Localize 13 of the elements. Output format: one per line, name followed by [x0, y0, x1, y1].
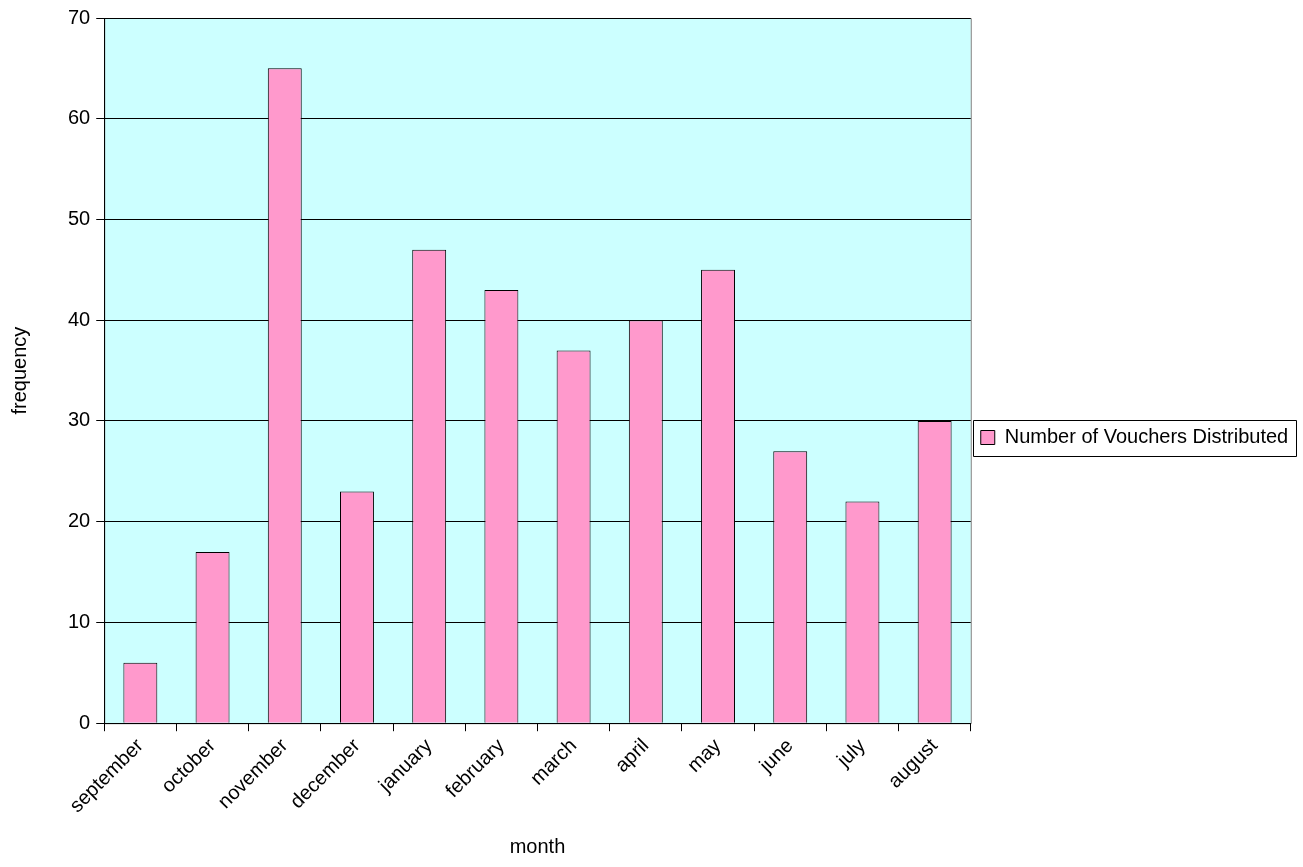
y-tick-label: 40: [68, 307, 91, 330]
y-tick-label: 0: [79, 710, 91, 733]
y-tick-label: 30: [68, 408, 91, 431]
y-tick-label: 50: [68, 207, 91, 230]
y-tick-label: 20: [68, 509, 91, 532]
y-axis-title: frequency: [7, 326, 30, 415]
y-tick-label: 60: [68, 106, 91, 129]
y-tick-label: 70: [68, 5, 91, 28]
legend-label: Number of Vouchers Distributed: [1004, 425, 1289, 448]
x-tick-label: july: [831, 733, 870, 772]
x-tick-label: may: [682, 733, 725, 777]
x-axis-title: month: [509, 834, 566, 857]
y-tick-label: 10: [68, 609, 91, 632]
